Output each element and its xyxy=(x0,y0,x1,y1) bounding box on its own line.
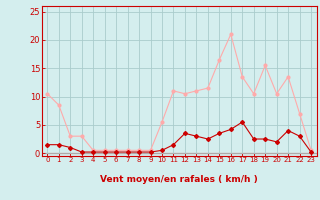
X-axis label: Vent moyen/en rafales ( km/h ): Vent moyen/en rafales ( km/h ) xyxy=(100,174,258,184)
